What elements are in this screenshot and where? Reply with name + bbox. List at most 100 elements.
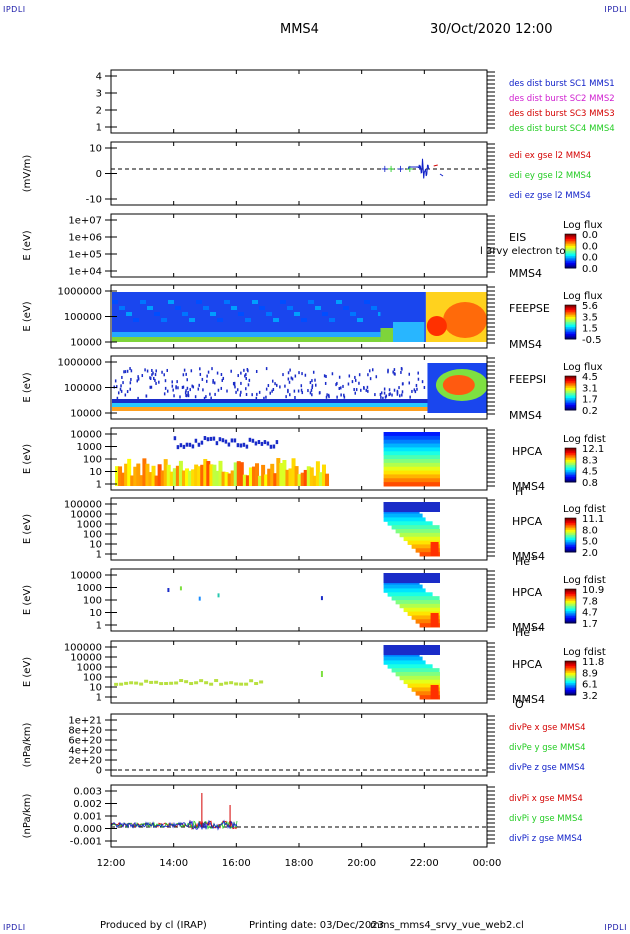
y-tick-label: 4 [96, 72, 102, 83]
y-tick-label: 10000 [70, 510, 102, 521]
y-tick-label: 10000 [70, 338, 102, 349]
y-tick-label: 1 [96, 550, 102, 561]
feepsi-speck [355, 388, 358, 392]
feepsi-speck [363, 386, 365, 390]
hpca-h-hiE [206, 437, 210, 442]
y-tick-label: 1e+21 [68, 716, 102, 727]
feepsi-speck [256, 392, 258, 396]
hpca-block-row [419, 623, 440, 628]
panel-p5: 1000000 100000 10000 E (eV) FEEPSI MMS4 Log fl… [22, 355, 603, 422]
feepsi-speck [331, 372, 334, 376]
hpca-h-lowE [166, 464, 171, 486]
hpca-h-lowE [303, 469, 308, 486]
hpca-h-lowE [224, 472, 229, 486]
colorbar-step [565, 396, 576, 399]
hpca-h-hiE [215, 441, 219, 446]
overlay-text: l 3rvy electron to [480, 246, 566, 257]
hpca-o-lowE [129, 681, 134, 685]
hpca-block-row [415, 691, 440, 696]
legend-entry: divPe y gse MMS4 [509, 743, 586, 753]
colorbar-tick-label: 10.9 [582, 585, 604, 596]
colorbar-step [565, 600, 576, 604]
y-tick-label: 100 [83, 596, 102, 607]
feepsi-speck [338, 386, 341, 390]
feepse-hot-core-2 [426, 316, 447, 336]
hpca-h-lowE [300, 472, 305, 486]
colorbar-step [565, 257, 576, 260]
hpca-h-lowE [230, 470, 235, 486]
legend-entry: edi ez gse l2 MMS4 [509, 191, 591, 201]
legend-entry: divPe x gse MMS4 [509, 723, 586, 733]
feepse-texture [280, 300, 286, 304]
feepse-texture [168, 300, 174, 304]
time-tick-label: 20:00 [347, 858, 376, 869]
panel-frame [110, 213, 488, 278]
hpca-h-lowE [242, 474, 247, 486]
panel-p4: 1000000 100000 10000 E (eV) FEEPSE MMS4 Log fl… [22, 284, 603, 351]
colorbar-tick-label: 5.0 [582, 537, 598, 548]
feepsi-speck [152, 371, 154, 375]
feepsi-speck [186, 386, 189, 390]
hpca-block-row [403, 607, 440, 613]
feepsi-speck [325, 395, 328, 399]
colorbar-tick-label: 3.2 [582, 691, 598, 702]
colorbar-step [565, 322, 576, 325]
y-axis-label: (nPa/km) [22, 723, 33, 768]
feepsi-speck [120, 384, 122, 388]
feepse-bg-blue [112, 292, 382, 332]
hpca-h-hiE [188, 442, 192, 447]
spacecraft-title: MMS4 [280, 22, 319, 37]
feepsi-speck [312, 370, 315, 374]
hpca-block-row [387, 521, 433, 526]
feepsi-speck [145, 394, 148, 398]
hpca-hepp-spot [217, 593, 220, 598]
feepsi-speck [417, 371, 419, 375]
hpca-h-lowE [288, 468, 293, 486]
feepsi-speck [185, 389, 187, 393]
colorbar-tick-label: 7.8 [582, 596, 598, 607]
corner-label-bottom-right: IPDLI [604, 923, 627, 932]
colorbar-step [565, 609, 576, 612]
colorbar-step [565, 330, 576, 333]
feepse-texture [301, 318, 307, 322]
colorbar-step [565, 475, 576, 478]
colorbar-step [565, 308, 576, 311]
colorbar-step [565, 543, 576, 546]
hpca-h-lowE [261, 464, 266, 486]
hpca-h-lowE [276, 458, 281, 486]
feepse-texture [238, 312, 244, 316]
y-tick-label: 10000 [70, 430, 102, 441]
colorbar-step [565, 328, 576, 331]
feepsi-speck [243, 368, 245, 372]
hpca-h-lowE [270, 463, 275, 486]
hpca-h-lowE [251, 466, 256, 486]
feepsi-speck [297, 389, 300, 393]
hpca-block-row [383, 459, 440, 464]
y-tick-label: 100 [83, 530, 102, 541]
colorbar-tick-label: 8.9 [582, 668, 598, 679]
hpca-h-lowE [297, 474, 302, 486]
feepsi-speck [119, 387, 122, 391]
feepsi-speck [265, 395, 267, 399]
hpca-h-hiE [239, 443, 243, 448]
feepsi-speck [172, 388, 174, 392]
feepse-texture [371, 306, 377, 310]
legend-entry: edi ey gse l2 MMS4 [509, 171, 591, 181]
feepsi-speck [209, 392, 211, 396]
hpca-block-row [391, 596, 440, 601]
feepsi-right-hot [442, 375, 475, 395]
panel-frame [110, 141, 488, 206]
hpca-o-lowE [159, 682, 164, 686]
colorbar-step [565, 327, 576, 330]
colorbar-step [565, 538, 576, 541]
colorbar-step [565, 535, 576, 538]
feepsi-speck [161, 370, 163, 374]
feepsi-speck [271, 379, 274, 383]
hpca-h-lowE [133, 466, 138, 486]
feepsi-speck [414, 390, 417, 394]
feepsi-speck [279, 385, 281, 389]
feepsi-speck [216, 371, 219, 375]
hpca-h-lowE [282, 459, 287, 486]
colorbar-step [565, 466, 576, 469]
